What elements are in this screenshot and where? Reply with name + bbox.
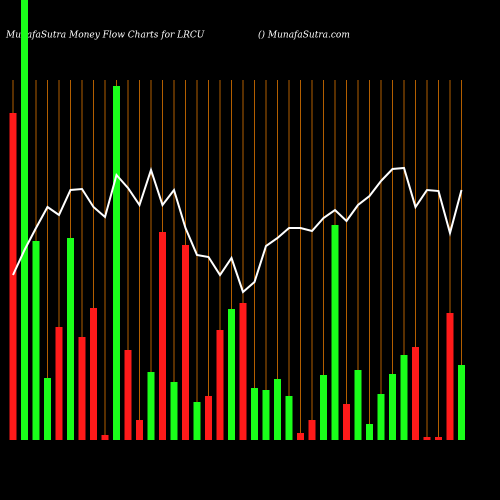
bar bbox=[377, 394, 385, 440]
bar bbox=[101, 435, 109, 440]
bar bbox=[159, 232, 166, 440]
money-flow-line bbox=[12, 166, 463, 294]
bar bbox=[113, 86, 120, 440]
bar bbox=[423, 437, 431, 440]
bar bbox=[136, 420, 143, 440]
bar bbox=[251, 388, 258, 440]
bar bbox=[274, 379, 281, 440]
bar bbox=[262, 390, 270, 440]
bar bbox=[285, 396, 293, 440]
bar bbox=[124, 350, 132, 440]
bar bbox=[366, 424, 373, 440]
bar bbox=[412, 347, 419, 440]
bar bbox=[458, 365, 465, 440]
bar bbox=[44, 378, 51, 440]
bar bbox=[170, 382, 178, 440]
bar bbox=[205, 396, 212, 440]
bar bbox=[308, 420, 316, 440]
bar bbox=[193, 402, 201, 440]
bar bbox=[21, 0, 28, 440]
bar bbox=[354, 370, 362, 440]
bar bbox=[9, 113, 17, 440]
bar bbox=[55, 327, 63, 440]
bar bbox=[182, 245, 189, 440]
bar bbox=[147, 372, 155, 440]
bar bbox=[435, 437, 442, 440]
bar bbox=[228, 309, 235, 440]
bar bbox=[239, 303, 247, 440]
bar bbox=[32, 241, 40, 440]
chart-subtitle: () MunafaSutra.com bbox=[258, 30, 350, 41]
bar bbox=[343, 404, 350, 440]
bar bbox=[78, 337, 86, 440]
chart-title: MunafaSutra Money Flow Charts for LRCU bbox=[5, 31, 205, 41]
bar bbox=[400, 355, 408, 440]
bar bbox=[216, 330, 224, 440]
bar bbox=[389, 374, 396, 440]
bar bbox=[320, 375, 327, 440]
bar bbox=[67, 238, 74, 440]
bar bbox=[331, 225, 339, 440]
bar bbox=[297, 433, 304, 440]
bar bbox=[446, 313, 454, 440]
bar bbox=[90, 308, 97, 440]
